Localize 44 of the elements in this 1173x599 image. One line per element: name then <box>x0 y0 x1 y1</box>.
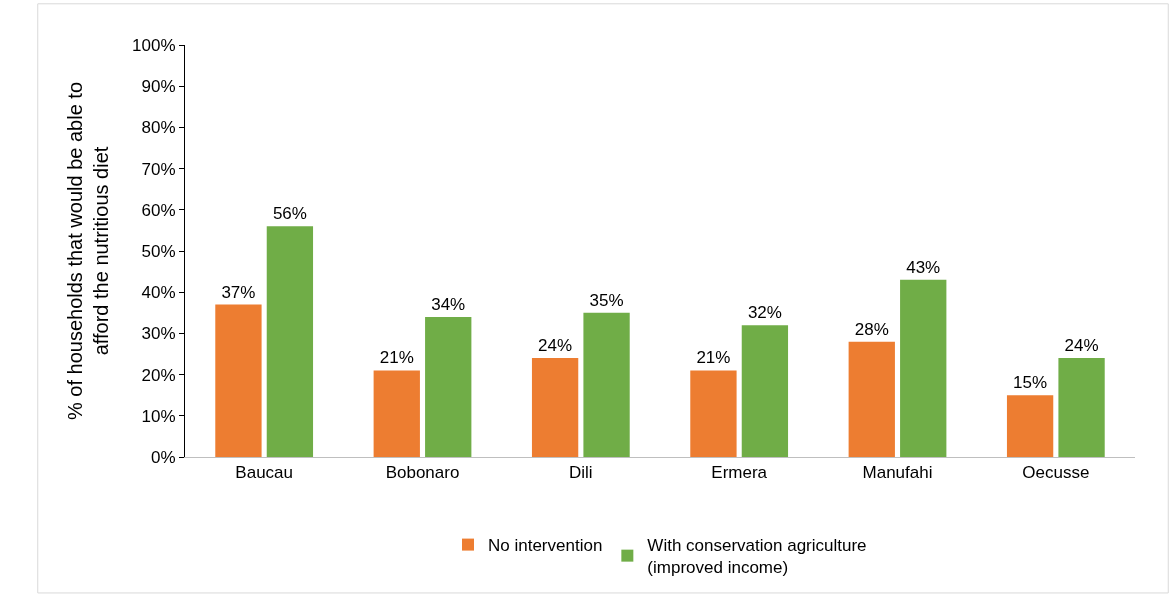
text: 21% <box>379 348 414 368</box>
bar <box>583 312 630 457</box>
bar <box>1006 395 1054 457</box>
text: 43% <box>906 257 941 277</box>
bar <box>373 370 420 457</box>
text: 24% <box>1064 336 1099 356</box>
x-tick-label: Oecusse <box>1022 463 1090 483</box>
y-tick-label: 10% <box>141 406 176 426</box>
y-tick-label: 20% <box>141 365 176 385</box>
legend-label: No intervention <box>488 536 603 556</box>
bar <box>900 279 947 457</box>
y-tick-label: 100% <box>132 35 176 55</box>
x-tick-label: Baucau <box>235 463 294 483</box>
text: 56% <box>272 204 307 224</box>
bar <box>741 325 789 457</box>
y-tick-label: 50% <box>141 241 176 261</box>
y-tick-label: 30% <box>141 324 176 344</box>
bar <box>531 358 579 457</box>
bar <box>266 226 314 457</box>
y-tick-label: 60% <box>141 200 176 220</box>
y-tick-label: 40% <box>141 283 176 303</box>
bar <box>425 316 472 457</box>
text: 34% <box>431 294 466 314</box>
text: 37% <box>221 282 256 302</box>
bar <box>848 341 895 457</box>
x-tick-label: Ermera <box>711 463 768 483</box>
y-tick-label: 90% <box>141 77 176 97</box>
y-tick-label: 80% <box>141 118 176 138</box>
x-tick-label: Bobonaro <box>385 463 460 483</box>
bar <box>215 304 262 457</box>
text: 21% <box>696 348 731 368</box>
text: 24% <box>538 336 573 356</box>
y-axis-title: % of households that would be able to afford the nutritious diet <box>63 81 112 421</box>
text: 15% <box>1013 373 1048 393</box>
x-tick-label: Dili <box>569 463 593 483</box>
y-tick-label: 0% <box>151 447 176 467</box>
y-tick-label: 70% <box>141 159 176 179</box>
text: 28% <box>854 319 889 339</box>
bar <box>1058 358 1105 457</box>
text: 35% <box>589 290 624 310</box>
bar <box>690 370 737 457</box>
x-tick-label: Manufahi <box>862 463 933 483</box>
legend-label: With conservation agriculture (improved income) <box>647 536 867 578</box>
text: 32% <box>747 303 782 323</box>
